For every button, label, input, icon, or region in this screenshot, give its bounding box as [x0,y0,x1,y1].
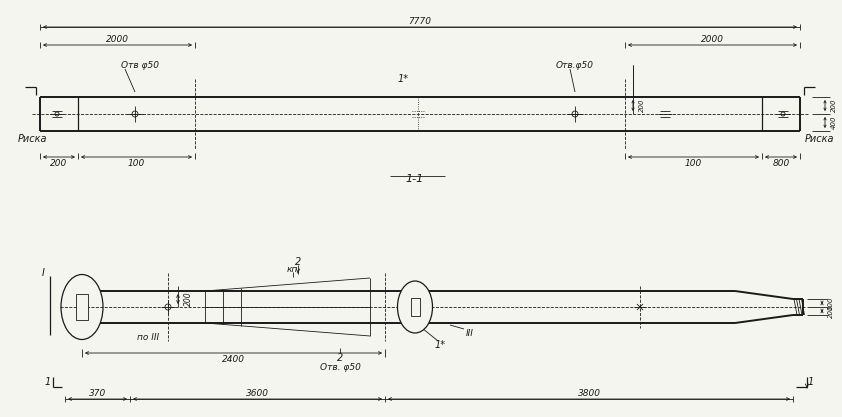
Text: I: I [41,268,45,278]
Text: 2000: 2000 [106,35,129,43]
Text: 3800: 3800 [578,389,600,399]
Text: 800: 800 [772,158,790,168]
Text: 7770: 7770 [408,17,431,25]
Text: 200: 200 [831,99,837,112]
Text: 200: 200 [184,291,193,306]
Text: 100: 100 [828,296,834,310]
Text: 100: 100 [128,158,145,168]
Text: 2400: 2400 [222,354,245,364]
Text: 1: 1 [45,377,51,387]
Text: 1-1: 1-1 [406,174,424,184]
Text: 1*: 1* [397,74,408,84]
Text: 200: 200 [639,99,645,112]
Text: 100: 100 [685,158,702,168]
Text: Отв. φ50: Отв. φ50 [320,364,360,372]
Text: Риска: Риска [805,134,834,144]
Text: 3600: 3600 [246,389,269,399]
Text: кп: кп [287,264,298,274]
Text: Отв.φ50: Отв.φ50 [556,60,594,70]
Text: 1*: 1* [434,340,445,350]
Text: 200: 200 [828,304,834,318]
Text: Риска: Риска [18,134,47,144]
Text: 400: 400 [831,116,837,129]
Text: 370: 370 [89,389,106,399]
Text: Отв φ50: Отв φ50 [121,60,159,70]
Text: по III: по III [137,332,159,342]
Ellipse shape [397,281,433,333]
Text: 1: 1 [807,377,814,387]
Text: 2: 2 [295,257,301,267]
Bar [411,298,419,316]
Text: 200: 200 [51,158,67,168]
Text: III: III [466,329,474,337]
Text: 2000: 2000 [701,35,724,43]
Bar [76,294,88,320]
Text: 2: 2 [337,353,344,363]
